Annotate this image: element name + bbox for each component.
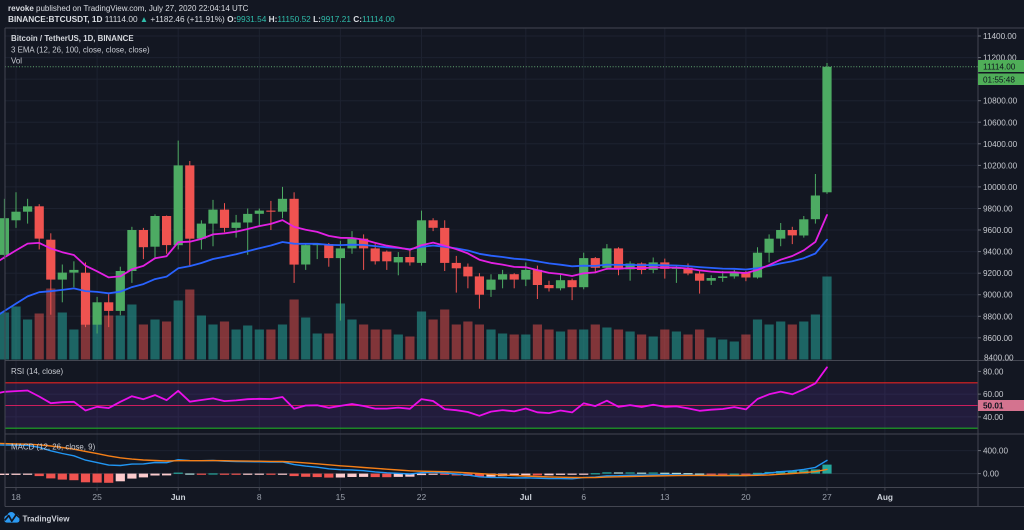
svg-text:MACD (12, 26, close, 9): MACD (12, 26, close, 9) — [11, 443, 96, 452]
svg-text:9000.00: 9000.00 — [983, 291, 1013, 300]
svg-text:50.01: 50.01 — [983, 402, 1004, 411]
svg-text:8600.00: 8600.00 — [983, 334, 1013, 343]
svg-text:9600.00: 9600.00 — [983, 226, 1013, 235]
svg-text:11400.00: 11400.00 — [983, 32, 1017, 41]
svg-text:01:55:48: 01:55:48 — [983, 76, 1015, 85]
svg-text:8400.00: 8400.00 — [984, 353, 1014, 362]
svg-text:40.00: 40.00 — [983, 413, 1004, 422]
svg-text:revoke published on TradingVie: revoke published on TradingView.com, Jul… — [8, 4, 249, 13]
svg-text:9400.00: 9400.00 — [983, 248, 1013, 257]
svg-text:Jul: Jul — [520, 492, 532, 502]
svg-text:13: 13 — [660, 492, 670, 502]
svg-text:18: 18 — [11, 492, 21, 502]
svg-text:20: 20 — [741, 492, 751, 502]
svg-text:60.00: 60.00 — [983, 390, 1004, 399]
svg-text:400.00: 400.00 — [983, 447, 1008, 456]
svg-text:80.00: 80.00 — [983, 367, 1004, 376]
svg-text:0.00: 0.00 — [983, 470, 999, 479]
svg-text:22: 22 — [417, 492, 427, 502]
svg-text:11114.00: 11114.00 — [983, 63, 1016, 72]
svg-text:BINANCE:BTCUSDT, 1D 11114.00: BINANCE:BTCUSDT, 1D 11114.00 ▲ +1182.46 … — [8, 14, 395, 24]
svg-text:3 EMA (12, 26, 100, close, clo: 3 EMA (12, 26, 100, close, close, close) — [11, 46, 150, 55]
svg-text:10800.00: 10800.00 — [983, 97, 1018, 106]
svg-text:Vol: Vol — [11, 57, 22, 66]
svg-text:6: 6 — [581, 492, 586, 502]
svg-text:25: 25 — [92, 492, 102, 502]
svg-text:9200.00: 9200.00 — [983, 269, 1013, 278]
svg-text:10400.00: 10400.00 — [983, 140, 1018, 149]
svg-text:10600.00: 10600.00 — [983, 118, 1018, 127]
svg-text:27: 27 — [822, 492, 832, 502]
svg-text:RSI (14, close): RSI (14, close) — [11, 367, 64, 376]
svg-text:9800.00: 9800.00 — [983, 205, 1013, 214]
svg-text:8800.00: 8800.00 — [983, 312, 1013, 321]
svg-text:15: 15 — [336, 492, 346, 502]
svg-text:Jun: Jun — [171, 492, 186, 502]
svg-text:10000.00: 10000.00 — [983, 183, 1018, 192]
svg-text:8: 8 — [257, 492, 262, 502]
svg-text:10200.00: 10200.00 — [983, 161, 1018, 170]
svg-text:11200.00: 11200.00 — [983, 54, 1017, 63]
svg-text:Bitcoin / TetherUS, 1D, BINANC: Bitcoin / TetherUS, 1D, BINANCE — [11, 34, 134, 43]
svg-text:TradingView: TradingView — [23, 515, 71, 524]
svg-text:Aug: Aug — [877, 492, 893, 502]
